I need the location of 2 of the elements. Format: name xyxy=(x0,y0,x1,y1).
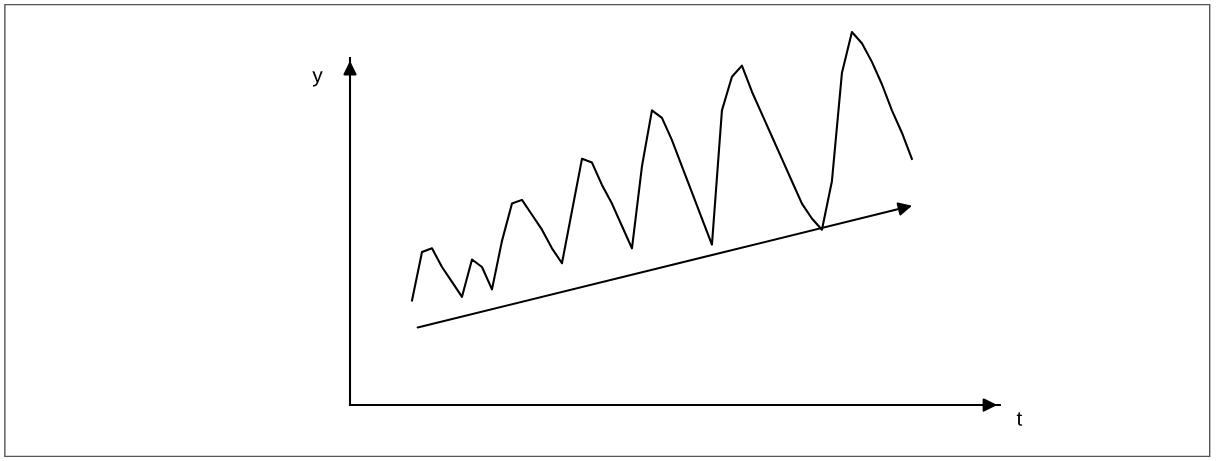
x-axis-title: t xyxy=(1016,412,1023,426)
y-axis-title: y xyxy=(312,71,323,87)
